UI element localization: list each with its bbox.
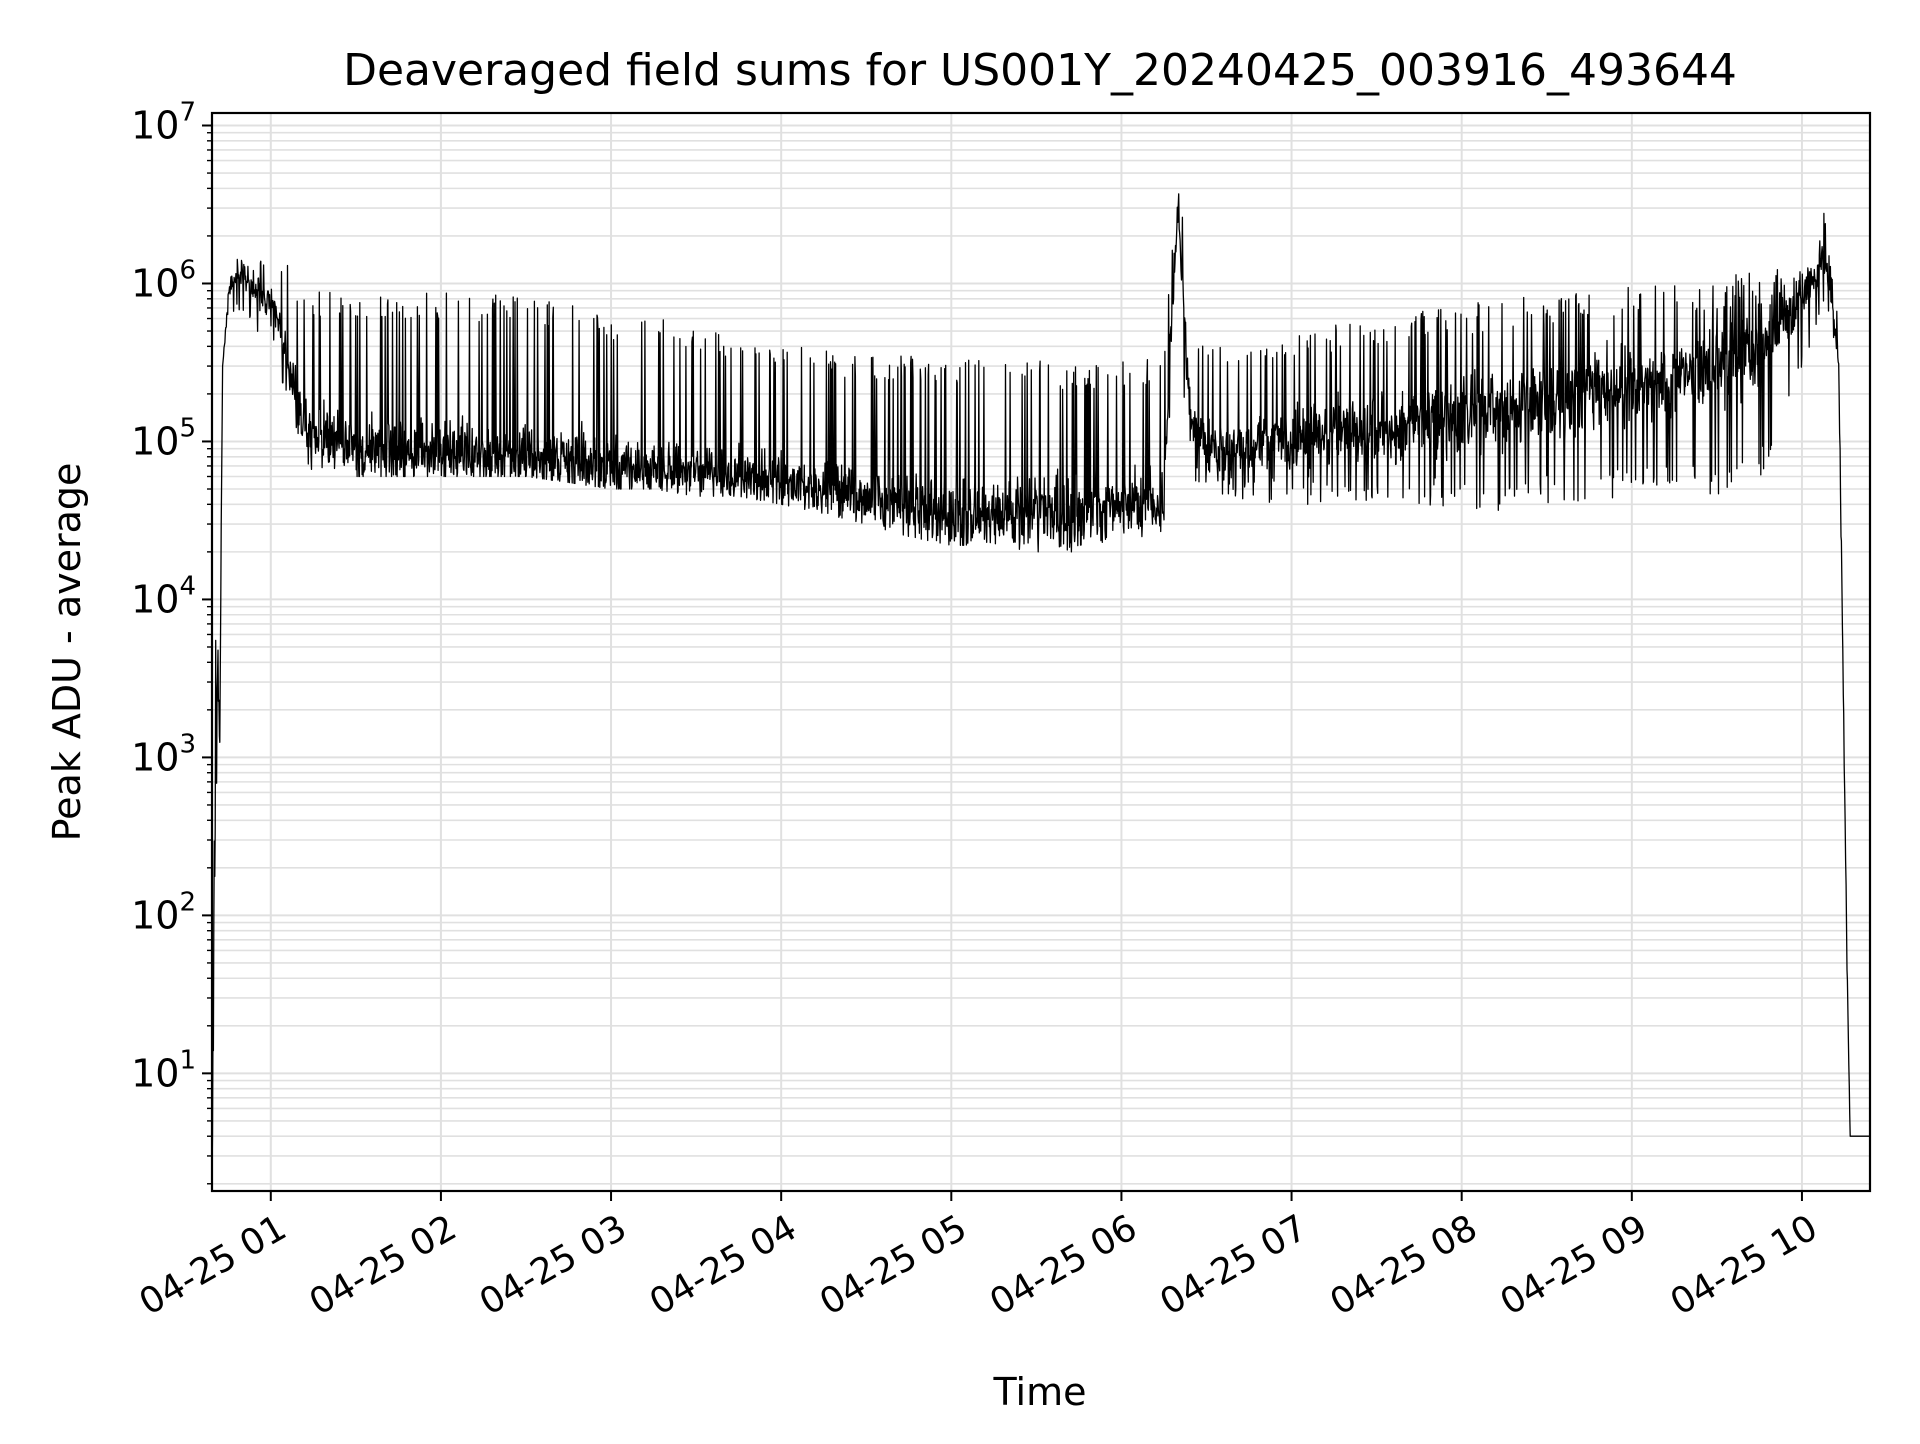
y-tick-exponent: 4 — [179, 571, 196, 601]
x-axis-label: Time — [993, 1370, 1087, 1414]
y-tick-label: 102 — [131, 887, 196, 937]
chart-title: Deaveraged field sums for US001Y_2024042… — [343, 45, 1737, 96]
y-tick-base: 10 — [131, 104, 179, 148]
y-tick-label: 101 — [131, 1045, 196, 1095]
y-tick-base: 10 — [131, 735, 179, 779]
y-tick-label: 105 — [131, 413, 196, 463]
y-tick-base: 10 — [131, 261, 179, 305]
y-tick-exponent: 6 — [179, 255, 196, 285]
y-tick-base: 10 — [131, 419, 179, 463]
y-tick-exponent: 7 — [179, 98, 196, 128]
y-tick-base: 10 — [131, 893, 179, 937]
y-tick-exponent: 1 — [179, 1045, 196, 1075]
y-tick-label: 106 — [131, 255, 196, 305]
y-tick-label: 107 — [131, 98, 196, 148]
y-tick-base: 10 — [131, 1051, 179, 1095]
data-series — [211, 193, 1871, 1184]
y-tick-label: 103 — [131, 729, 196, 779]
series-line — [211, 193, 1871, 1184]
y-axis-label: Peak ADU - average — [45, 463, 89, 842]
plot-area-frame — [210, 111, 1872, 1193]
grid-lines — [212, 113, 1870, 1191]
y-tick-exponent: 3 — [179, 729, 196, 759]
y-tick-label: 104 — [131, 571, 196, 621]
y-tick-base: 10 — [131, 577, 179, 621]
y-tick-exponent: 5 — [179, 413, 196, 443]
y-tick-exponent: 2 — [179, 887, 196, 917]
